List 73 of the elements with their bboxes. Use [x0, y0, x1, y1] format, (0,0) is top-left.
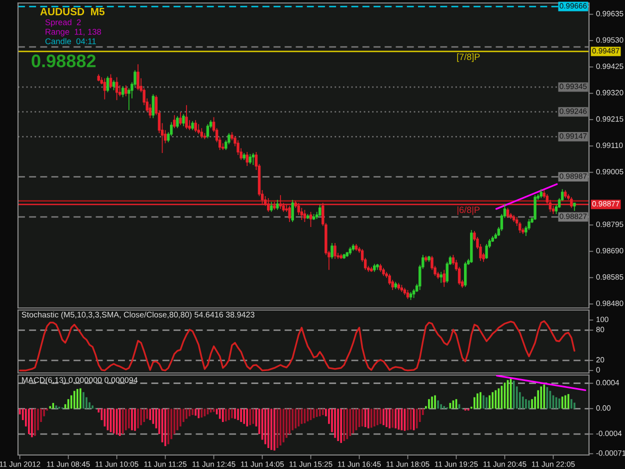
candlestick — [330, 242, 334, 260]
candlestick — [103, 78, 106, 100]
candlestick — [370, 266, 373, 272]
candlestick — [176, 116, 179, 129]
annotation: AUDUSD M5 — [40, 8, 105, 16]
candlestick — [318, 204, 322, 216]
candlestick — [182, 114, 185, 127]
candlestick — [354, 244, 358, 252]
candlestick — [406, 290, 410, 300]
candlestick — [179, 112, 182, 126]
candlestick — [309, 212, 312, 228]
candlestick — [379, 263, 382, 272]
candlestick — [442, 269, 446, 288]
candlestick — [340, 253, 342, 260]
chart-title: MACD(6,13) 0.000000 0.000094 — [22, 377, 138, 385]
candlestick — [197, 124, 200, 135]
candlestick — [194, 120, 197, 133]
candlestick — [112, 80, 116, 91]
candlestick — [394, 281, 397, 290]
candlestick — [464, 261, 467, 288]
candlestick — [376, 263, 379, 270]
candlestick — [428, 255, 430, 262]
annotation: |6/8|P — [458, 206, 480, 215]
candlestick — [173, 114, 176, 129]
candlestick — [440, 271, 442, 284]
annotation: 0.98882 — [32, 54, 96, 68]
candlestick — [97, 74, 100, 82]
candlestick — [252, 152, 255, 166]
candlestick — [206, 124, 210, 139]
candlestick — [291, 199, 294, 222]
candlestick — [573, 202, 576, 212]
candlestick — [409, 292, 412, 300]
annotation: Range 11, 138 — [46, 28, 102, 36]
candlestick — [312, 214, 316, 220]
candlestick — [115, 76, 118, 100]
candlestick — [109, 74, 112, 89]
candlestick — [470, 230, 473, 264]
candlestick — [397, 282, 400, 290]
candlestick — [124, 84, 128, 97]
candlestick — [512, 214, 516, 222]
candlestick — [382, 267, 385, 276]
candlestick — [352, 244, 355, 252]
candlestick — [400, 284, 404, 292]
candlestick — [191, 120, 194, 131]
candlestick — [346, 251, 349, 258]
candlestick — [242, 152, 246, 160]
candlestick — [136, 64, 140, 91]
candlestick — [276, 199, 279, 210]
candlestick — [334, 242, 336, 260]
annotation: [7/8]P — [457, 53, 480, 62]
candlestick — [303, 210, 306, 222]
candlestick — [185, 104, 188, 130]
candlestick — [106, 76, 110, 93]
candlestick — [373, 263, 376, 272]
line-series — [18, 320, 576, 372]
chart-title: Stochastic (M5,10,3,3,SMA, Close/Close,80,80) 54.6416 38.9423 — [22, 312, 254, 320]
candlestick — [306, 214, 310, 220]
candlestick — [122, 86, 124, 98]
candlestick — [200, 128, 204, 139]
candlestick — [534, 194, 536, 220]
candlestick — [270, 201, 273, 212]
candlestick — [348, 246, 352, 256]
annotation: Spread 2 — [45, 19, 81, 27]
candlestick — [403, 288, 406, 296]
candlestick — [540, 188, 542, 199]
candlestick — [152, 94, 155, 119]
candlestick — [506, 208, 510, 218]
candlestick — [248, 154, 252, 164]
candlestick — [342, 253, 346, 260]
candlestick — [564, 190, 567, 199]
annotation: Candle 04:11 — [45, 38, 96, 44]
candlestick — [246, 152, 248, 166]
candlestick — [424, 255, 428, 262]
